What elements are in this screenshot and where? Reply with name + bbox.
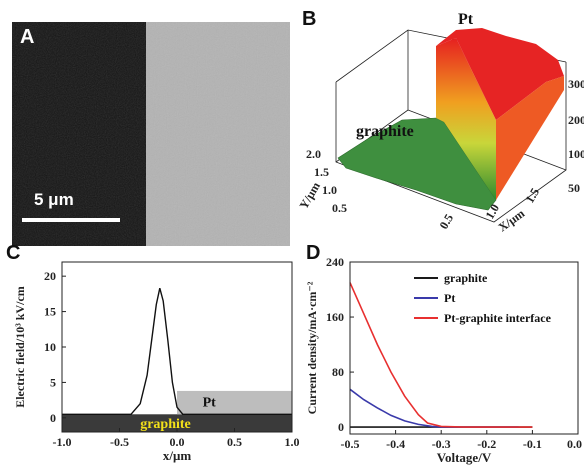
legend-label: Pt xyxy=(444,291,455,305)
surface-label-pt: Pt xyxy=(458,11,474,28)
y-axis-label: Electric field/10³ kV/cm xyxy=(13,286,27,408)
transition-wall xyxy=(436,38,496,200)
z-tick: 200 xyxy=(568,113,584,127)
y-tick-label: 20 xyxy=(44,269,56,283)
current-density-chart: 0 80 160 240 -0.5 -0.4 -0.3 -0.2 -0.1 0.0 Voltage/… xyxy=(305,255,582,465)
panel-c: C 0 5 10 15 20 -1.0 -0.5 0.0 0.5 1.0 x/μm Electric … xyxy=(0,240,300,467)
x-tick-label: -0.5 xyxy=(110,435,129,449)
panel-b: B graphite Pt 300 xyxy=(296,0,584,240)
x-tick-label: -0.4 xyxy=(386,437,405,451)
y-axis-label: Current density/mA·cm⁻² xyxy=(305,281,319,414)
electric-field-line xyxy=(62,288,292,415)
y-tick-label: 5 xyxy=(50,375,56,389)
legend-label: Pt-graphite interface xyxy=(444,311,552,325)
scale-bar-label: 5 μm xyxy=(34,190,74,209)
surface-label-graphite: graphite xyxy=(356,123,414,140)
z-tick: 300 xyxy=(568,77,584,91)
panel-label-d: D xyxy=(306,242,321,264)
x-tick: 0.5 xyxy=(436,212,456,232)
y-tick-label: 0 xyxy=(50,411,56,425)
x-axis-label: Voltage/V xyxy=(437,450,492,465)
y-tick-label: 10 xyxy=(44,340,56,354)
y-tick: 2.0 xyxy=(306,147,321,161)
graphite-region xyxy=(62,414,292,432)
pt-region-label: Pt xyxy=(203,396,217,411)
x-tick-label: -0.2 xyxy=(477,437,496,451)
series-line-pt-graphite-interface xyxy=(349,282,533,428)
panel-label-a: A xyxy=(20,26,35,48)
x-tick-label: 0.0 xyxy=(170,435,185,449)
y-tick-label: 80 xyxy=(332,365,344,379)
plot-frame xyxy=(349,261,579,435)
legend-label: graphite xyxy=(444,271,488,285)
pt-surface xyxy=(436,28,564,120)
x-axis-label: x/μm xyxy=(163,448,191,463)
x-tick-label: 0.0 xyxy=(567,437,582,451)
x-tick-label: -0.5 xyxy=(341,437,360,451)
z-tick: 50 xyxy=(568,181,580,195)
electric-field-chart: 0 5 10 15 20 -1.0 -0.5 0.0 0.5 1.0 x/μm Electric fi… xyxy=(13,261,300,463)
pt-region xyxy=(177,390,292,415)
y-tick: 1.5 xyxy=(314,165,329,179)
sem-image xyxy=(12,22,290,246)
graphite-region-label: graphite xyxy=(140,417,191,432)
panel-a: A 5 μm xyxy=(12,22,290,246)
y-tick-label: 0 xyxy=(338,420,344,434)
y-axis-label: Y/μm xyxy=(296,180,323,212)
graphite-surface xyxy=(337,117,497,211)
x-tick-label: -0.3 xyxy=(432,437,451,451)
y-tick-label: 160 xyxy=(326,310,344,324)
x-tick-label: -1.0 xyxy=(53,435,72,449)
x-tick-label: -0.1 xyxy=(523,437,542,451)
x-tick: 1.0 xyxy=(482,202,502,222)
panel-label-c: C xyxy=(6,242,21,264)
y-tick-label: 240 xyxy=(326,255,344,269)
scale-bar xyxy=(22,218,120,222)
panel-d: D 0 80 160 240 -0.5 -0.4 -0.3 -0.2 -0.1 0.0 Voltag… xyxy=(300,240,584,467)
x-tick: 1.5 xyxy=(522,186,542,206)
series-line-pt xyxy=(349,388,519,428)
panel-label-b: B xyxy=(302,8,317,30)
x-tick-label: 0.5 xyxy=(227,435,242,449)
surface-plot: graphite Pt 300 200 100 50 2.0 1.5 1.0 0… xyxy=(296,11,584,234)
y-tick: 0.5 xyxy=(332,201,347,215)
y-tick-label: 15 xyxy=(44,305,56,319)
x-tick-label: 1.0 xyxy=(285,435,300,449)
y-tick: 1.0 xyxy=(322,183,337,197)
z-tick: 100 xyxy=(568,147,584,161)
